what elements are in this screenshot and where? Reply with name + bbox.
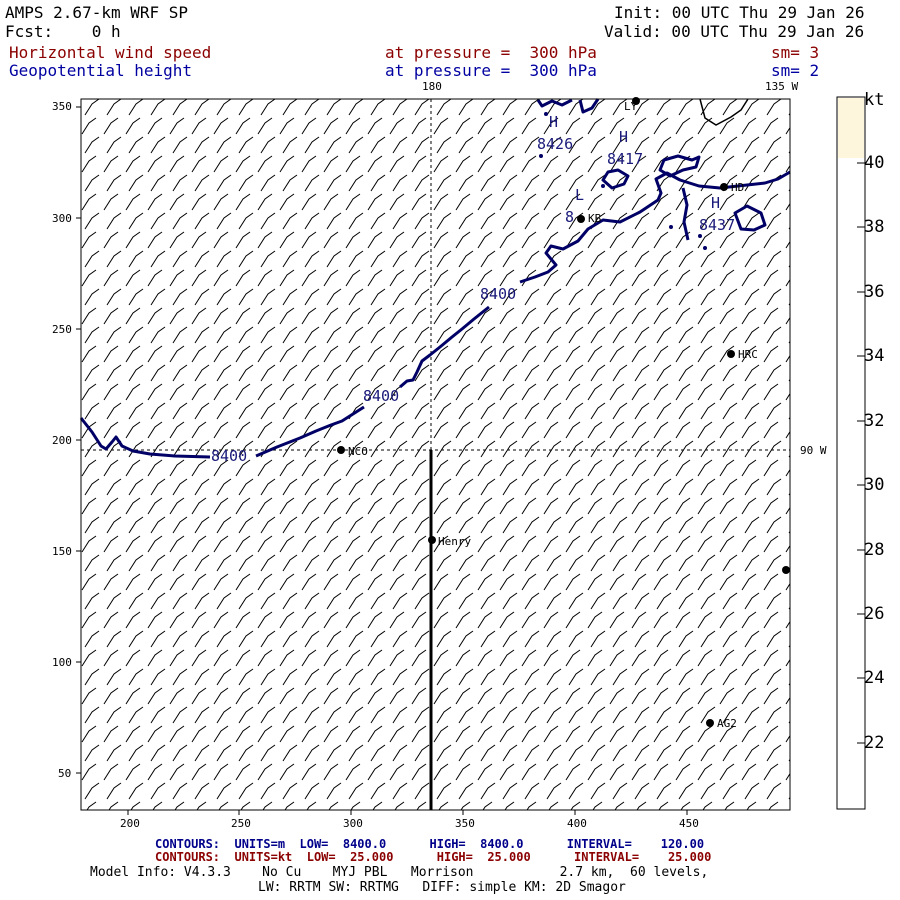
station-kb-marker xyxy=(577,215,585,223)
longitude-label-135w: 135 W xyxy=(765,80,799,93)
colorbar-tick-40: 40 xyxy=(864,153,885,173)
station-hrc-marker xyxy=(727,350,735,358)
field-geopotential: Geopotential height xyxy=(9,61,193,80)
colorbar-tick-32: 32 xyxy=(864,411,885,431)
colorbar-unit: kt xyxy=(864,90,885,110)
high-center-2: H xyxy=(619,128,629,146)
colorbar-tick-38: 38 xyxy=(864,217,885,237)
station-label-ag2: AG2 xyxy=(717,717,737,730)
contour-label-partial: 8 xyxy=(565,208,575,226)
station-label-hd: HD xyxy=(731,181,745,194)
station-label-ly: LY xyxy=(624,100,638,113)
x-tick-label-350: 350 xyxy=(455,817,475,830)
valid-time: Valid: 00 UTC Thu 29 Jan 26 xyxy=(604,22,865,41)
x-tick-label-450: 450 xyxy=(679,817,699,830)
station-ag2-marker xyxy=(706,719,714,727)
contour-label-8400-east: 8400 xyxy=(480,285,517,303)
x-tick-label-400: 400 xyxy=(567,817,587,830)
y-tick-label-300: 300 xyxy=(52,212,72,225)
station-label-nco: NCO xyxy=(348,445,368,458)
longitude-label-90w: 90 W xyxy=(800,444,827,457)
model-title: AMPS 2.67-km WRF SP xyxy=(5,3,189,22)
station-nco-marker xyxy=(337,446,345,454)
y-tick-label-100: 100 xyxy=(52,656,72,669)
colorbar-fill xyxy=(838,98,864,158)
station-henry-marker xyxy=(428,536,436,544)
wind-barbs xyxy=(81,99,790,810)
contour-8400-east xyxy=(399,305,490,389)
pressure-level-2: at pressure = 300 hPa xyxy=(385,61,597,80)
contour-8400-mid xyxy=(255,405,365,458)
colorbar-tick-24: 24 xyxy=(864,668,885,688)
longitude-label-180: 180 xyxy=(422,80,442,93)
colorbar-frame xyxy=(836,96,866,810)
station-east-marker xyxy=(782,566,790,574)
colorbar-tick-28: 28 xyxy=(864,540,885,560)
y-tick-label-150: 150 xyxy=(52,545,72,558)
contour-8400-ne xyxy=(519,170,791,284)
x-tick-label-250: 250 xyxy=(231,817,251,830)
high-center-3: H xyxy=(711,194,721,212)
contour-8400-west xyxy=(79,417,211,459)
contour-label-8400-west: 8400 xyxy=(211,447,248,465)
plot-frame xyxy=(80,98,791,811)
colorbar-tick-22: 22 xyxy=(864,733,885,753)
forecast-hour: Fcst: 0 h xyxy=(5,22,121,41)
contour-branch xyxy=(681,187,690,241)
contour-top-1 xyxy=(536,98,573,108)
y-tick-label-250: 250 xyxy=(52,323,72,336)
y-tick-label-350: 350 xyxy=(52,100,72,113)
smoothing-2: sm= 2 xyxy=(771,61,820,80)
y-tick-label-200: 200 xyxy=(52,434,72,447)
y-tick-label-50: 50 xyxy=(58,767,72,780)
station-markers xyxy=(337,97,790,727)
footer-contours-wind: CONTOURS: UNITS=kt LOW= 25.000 HIGH= 25.… xyxy=(155,850,712,864)
field-wind-speed: Horizontal wind speed xyxy=(9,43,212,62)
station-ly-marker xyxy=(632,97,640,105)
x-tick-label-300: 300 xyxy=(343,817,363,830)
x-tick-label-200: 200 xyxy=(120,817,140,830)
contour-label-8400-mid: 8400 xyxy=(363,387,400,405)
pressure-level-1: at pressure = 300 hPa xyxy=(385,43,597,62)
footer-physics: LW: RRTM SW: RRTMG DIFF: simple KM: 2D S… xyxy=(258,880,626,895)
contour-label-8437: 8437 xyxy=(699,216,736,234)
station-label-henry: Henry xyxy=(438,535,472,548)
contour-top-2 xyxy=(578,98,600,114)
contour-label-8426: 8426 xyxy=(537,135,574,153)
smoothing-1: sm= 3 xyxy=(771,43,820,62)
colorbar-tick-26: 26 xyxy=(864,604,885,624)
footer-model-info: Model Info: V4.3.3 No Cu MYJ PBL Morriso… xyxy=(90,865,709,880)
station-label-kb: KB xyxy=(588,212,602,225)
station-label-hrc: HRC xyxy=(738,348,758,361)
height-contours xyxy=(79,98,791,459)
footer-contours-height: CONTOURS: UNITS=m LOW= 8400.0 HIGH= 8400… xyxy=(155,837,705,851)
coastline xyxy=(699,98,749,126)
init-time: Init: 00 UTC Thu 29 Jan 26 xyxy=(614,3,865,22)
colorbar-tick-30: 30 xyxy=(864,475,885,495)
contour-label-8417: 8417 xyxy=(607,150,644,168)
contour-island-1 xyxy=(601,168,630,190)
low-center: L xyxy=(575,186,585,204)
colorbar-tick-34: 34 xyxy=(864,346,885,366)
colorbar-ticks xyxy=(857,162,865,744)
axis-ticks xyxy=(76,106,688,815)
high-center-1: H xyxy=(549,113,559,131)
colorbar-tick-36: 36 xyxy=(864,282,885,302)
contour-island-2 xyxy=(658,154,701,178)
wind-barb-field xyxy=(81,99,790,810)
station-hd-marker xyxy=(720,183,728,191)
contour-island-3 xyxy=(733,204,767,232)
contour-dots xyxy=(539,112,707,250)
